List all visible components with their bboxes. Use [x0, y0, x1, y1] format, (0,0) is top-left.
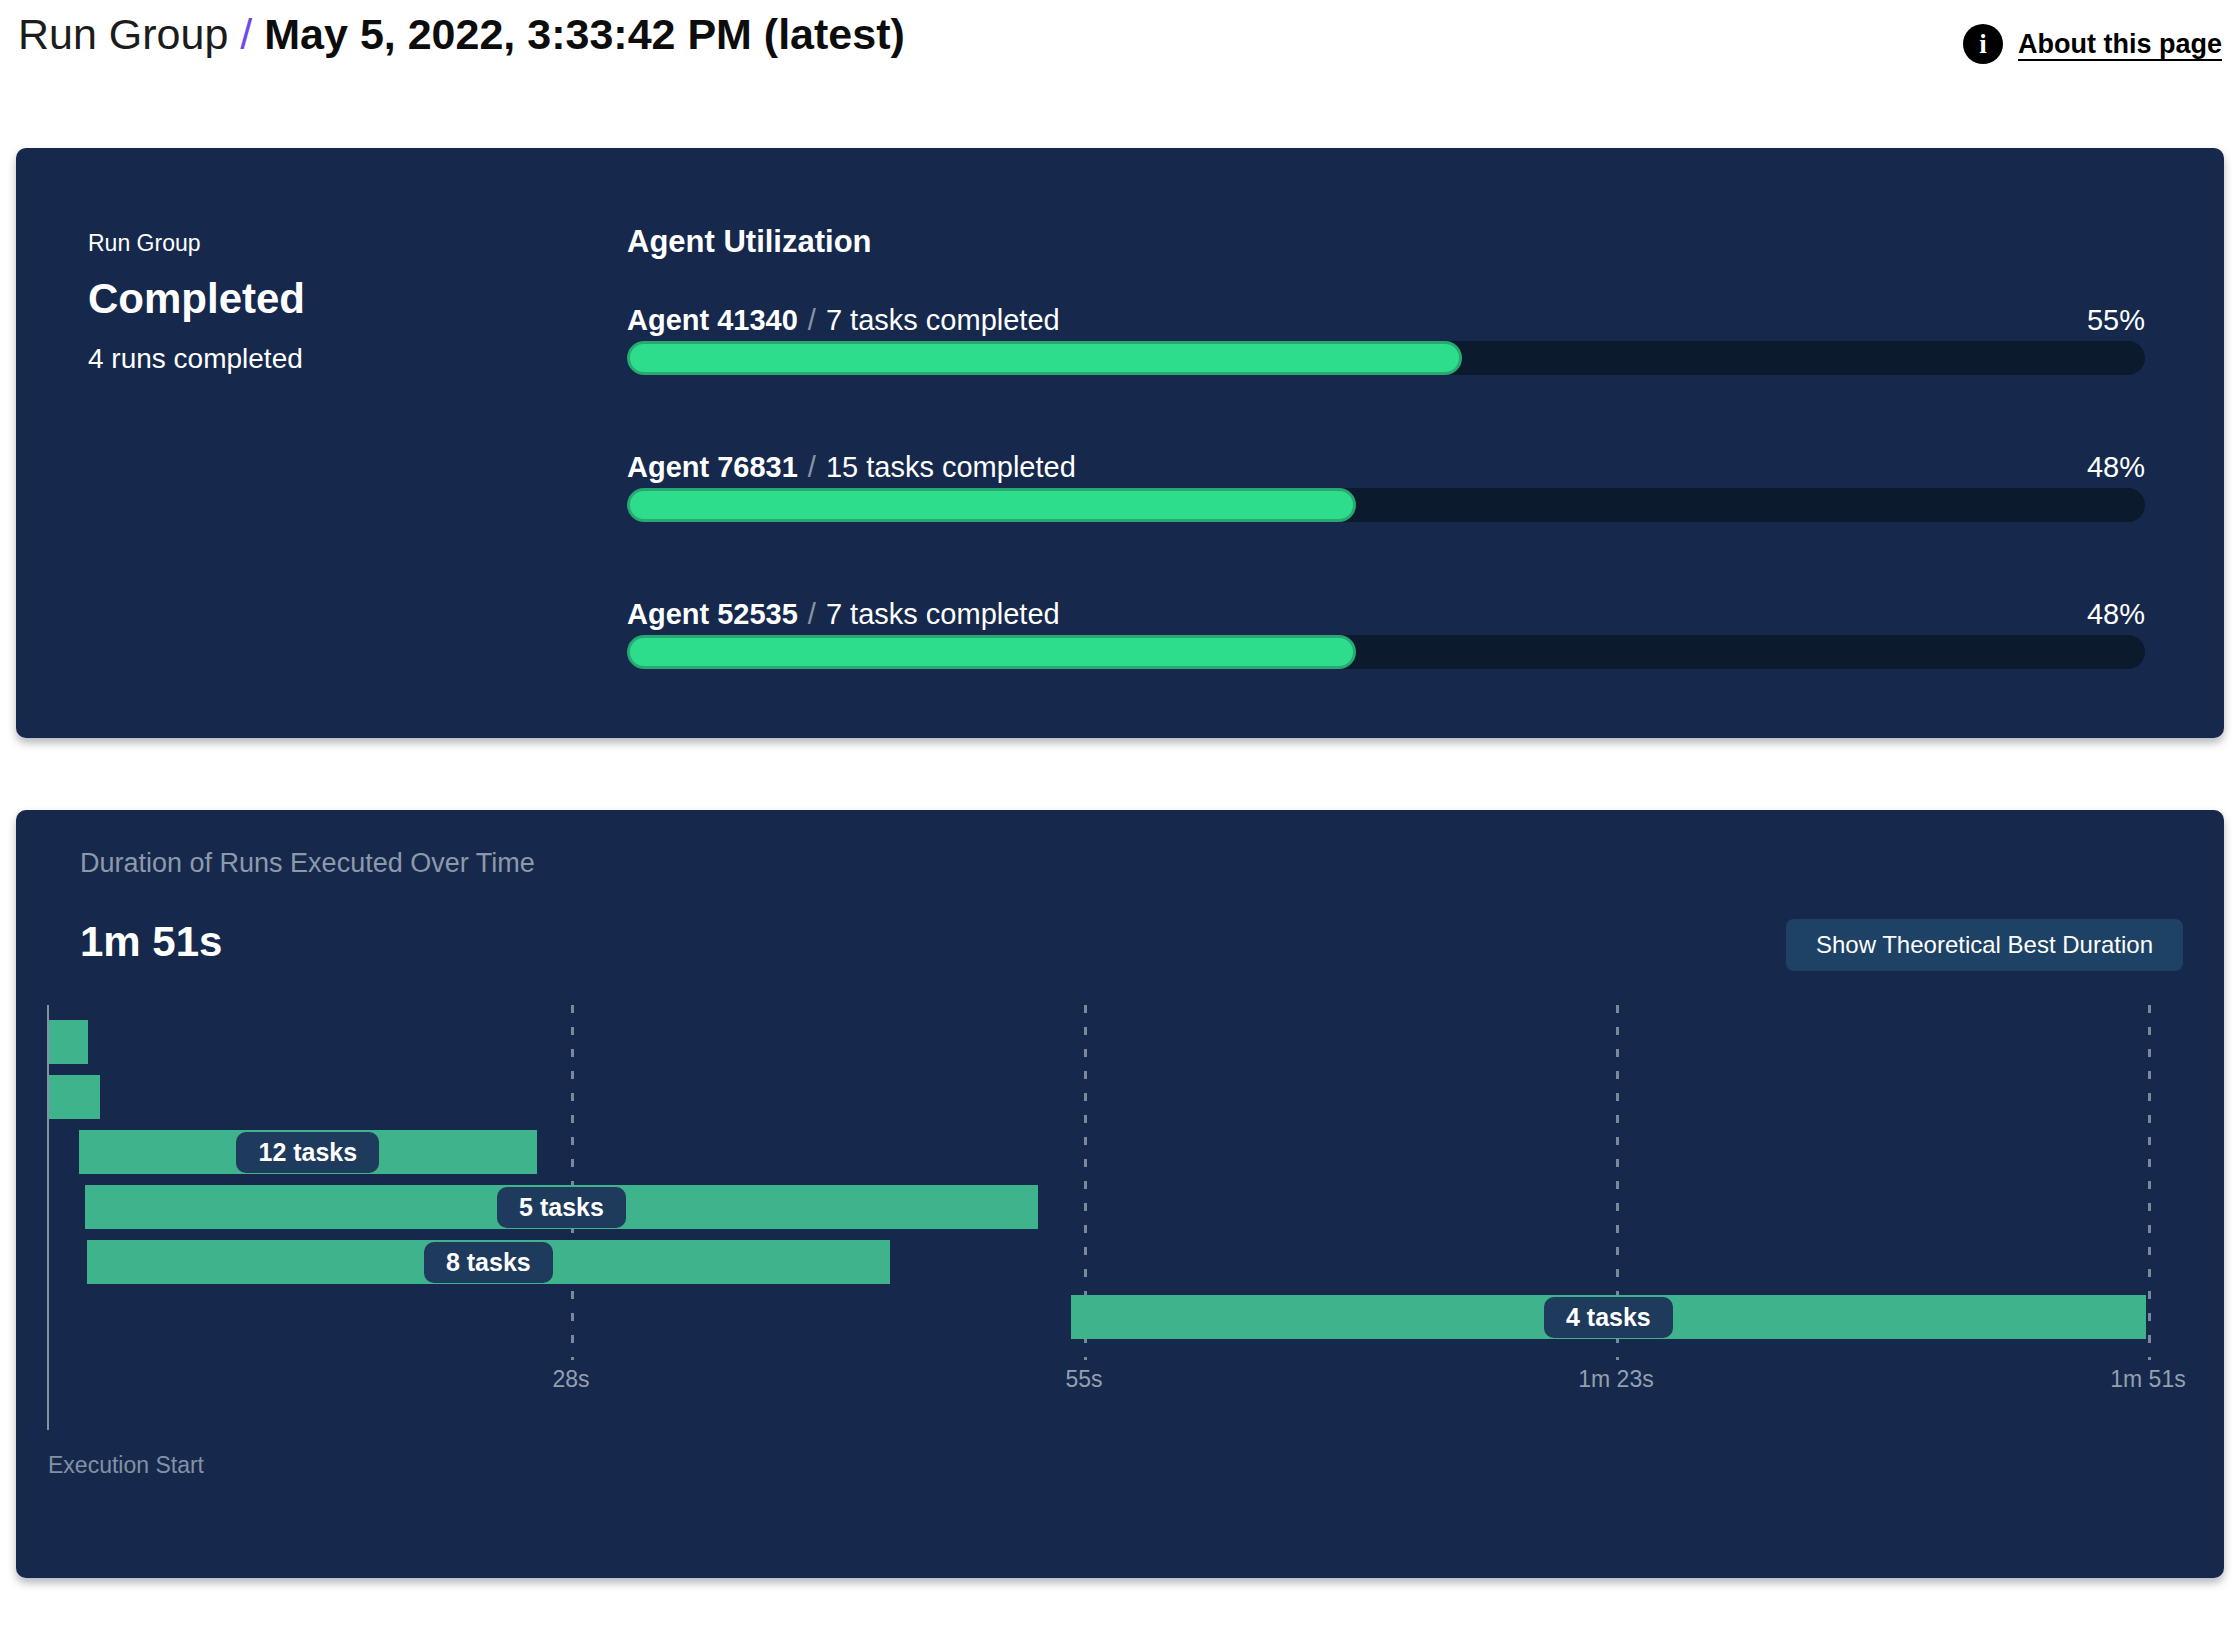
agent-row: Agent 76831 / 15 tasks completed 48%: [627, 450, 2145, 522]
about-link[interactable]: About this page: [2018, 29, 2222, 60]
status-value: Completed: [88, 275, 305, 323]
agent-utilization-percent: 48%: [2087, 597, 2145, 631]
agent-progress-fill: [627, 488, 1356, 522]
axis-tick-label: 1m 51s: [2110, 1366, 2185, 1393]
task-count-badge: 5 tasks: [497, 1187, 626, 1228]
execution-start-axis-line: [47, 1005, 49, 1430]
axis-tick-label: 28s: [552, 1366, 589, 1393]
runs-completed-label: 4 runs completed: [88, 343, 303, 375]
agent-label-separator: /: [808, 450, 816, 484]
task-count-badge: 8 tasks: [424, 1242, 553, 1283]
agent-tasks-completed: 7 tasks completed: [826, 303, 1060, 337]
breadcrumb-separator: /: [240, 10, 252, 58]
about-this-page[interactable]: i About this page: [1963, 24, 2222, 64]
axis-tick-label: 55s: [1065, 1366, 1102, 1393]
gantt-bar: 5 tasks: [85, 1185, 1039, 1229]
task-count-badge: 12 tasks: [236, 1132, 379, 1173]
agent-utilization-percent: 48%: [2087, 450, 2145, 484]
agent-progress-track: [627, 635, 2145, 669]
agent-utilization-percent: 55%: [2087, 303, 2145, 337]
task-count-badge: 4 tasks: [1544, 1297, 1673, 1338]
run-group-summary-panel: Run Group Completed 4 runs completed Age…: [16, 148, 2224, 738]
agent-name: Agent 76831: [627, 450, 798, 484]
agent-row-label: Agent 76831 / 15 tasks completed 48%: [627, 450, 2145, 484]
agent-label-separator: /: [808, 597, 816, 631]
breadcrumb: Run Group: [18, 10, 228, 58]
run-timestamp-title: May 5, 2022, 3:33:42 PM (latest): [264, 10, 905, 58]
status-label: Run Group: [88, 230, 201, 257]
gridline: [571, 1005, 574, 1360]
agent-label-separator: /: [808, 303, 816, 337]
agent-row: Agent 41340 / 7 tasks completed 55%: [627, 303, 2145, 375]
agent-name: Agent 52535: [627, 597, 798, 631]
gridline: [2148, 1005, 2151, 1360]
agent-row-label: Agent 52535 / 7 tasks completed 48%: [627, 597, 2145, 631]
gantt-bar: 12 tasks: [79, 1130, 537, 1174]
duration-panel: Duration of Runs Executed Over Time 1m 5…: [16, 810, 2224, 1578]
gantt-bar: 8 tasks: [87, 1240, 891, 1284]
agent-progress-fill: [627, 341, 1462, 375]
agent-name: Agent 41340: [627, 303, 798, 337]
agent-progress-track: [627, 488, 2145, 522]
agent-row: Agent 52535 / 7 tasks completed 48%: [627, 597, 2145, 669]
agent-tasks-completed: 7 tasks completed: [826, 597, 1060, 631]
agent-tasks-completed: 15 tasks completed: [826, 450, 1076, 484]
info-icon[interactable]: i: [1963, 24, 2003, 64]
agent-progress-track: [627, 341, 2145, 375]
gantt-bar: [49, 1020, 89, 1064]
gantt-chart: 28s 55s 1m 23s 1m 51s 12 tasks 5 tasks 8 tasks…: [16, 810, 2224, 1578]
page-title: Run Group/May 5, 2022, 3:33:42 PM (lates…: [18, 6, 905, 62]
gantt-bar: 4 tasks: [1071, 1295, 2146, 1339]
agent-utilization-list: Agent 41340 / 7 tasks completed 55% Agent 76…: [627, 148, 2145, 738]
execution-start-label: Execution Start: [48, 1452, 204, 1479]
axis-tick-label: 1m 23s: [1578, 1366, 1653, 1393]
agent-row-label: Agent 41340 / 7 tasks completed 55%: [627, 303, 2145, 337]
agent-progress-fill: [627, 635, 1356, 669]
gantt-bar: [49, 1075, 100, 1119]
